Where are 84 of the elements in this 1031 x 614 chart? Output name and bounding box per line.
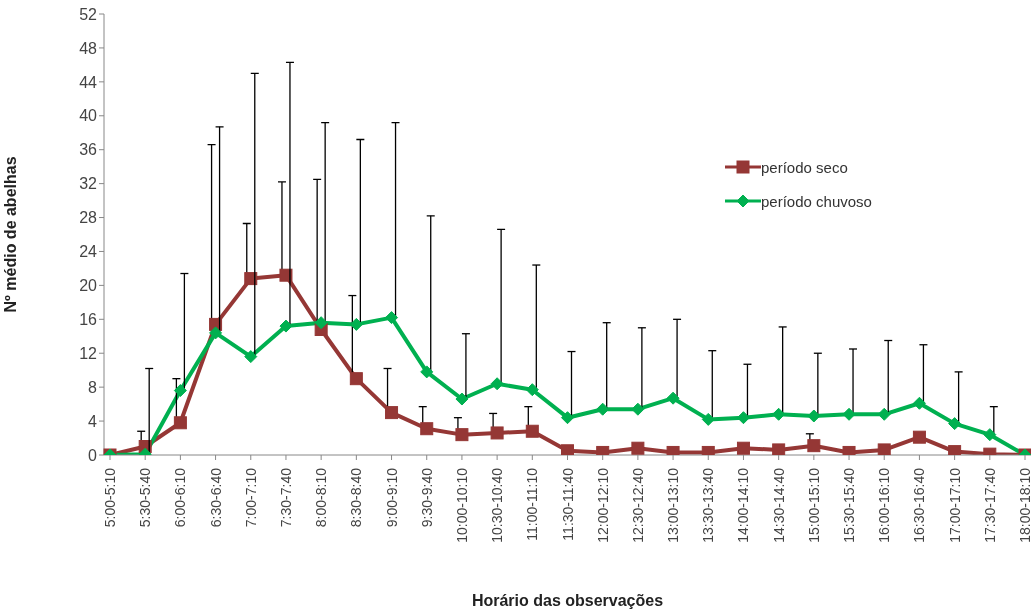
x-tick-label: 12:00-12:10 — [594, 467, 611, 543]
x-tick-label: 9:30-9:40 — [418, 467, 435, 528]
y-tick-label: 8 — [88, 378, 98, 396]
point — [912, 430, 926, 444]
x-tick-label: 6:30-6:40 — [207, 467, 224, 528]
x-tick-label: 5:00-5:10 — [102, 467, 118, 528]
point — [279, 319, 293, 333]
x-tick-label: 5:30-5:40 — [137, 467, 154, 528]
y-tick-label: 48 — [79, 39, 98, 57]
point — [948, 417, 962, 431]
legend-label: período seco — [761, 158, 848, 176]
y-tick-label: 40 — [79, 107, 98, 125]
x-tick-label: 7:00-7:10 — [242, 467, 259, 528]
point — [490, 377, 504, 391]
x-tick-label: 10:30-10:40 — [489, 467, 506, 543]
point — [490, 426, 504, 440]
y-tick-label: 32 — [79, 175, 98, 193]
point — [349, 372, 363, 386]
x-tick-label: 13:30-13:40 — [700, 467, 717, 543]
y-tick-label: 28 — [79, 209, 98, 227]
y-tick-label: 44 — [79, 73, 98, 91]
legend-label: período chuvoso — [761, 192, 872, 210]
point — [877, 443, 891, 455]
point — [631, 402, 645, 416]
y-tick-label: 4 — [88, 412, 98, 430]
x-tick-label: 18:00-18:10 — [1017, 467, 1031, 543]
point — [736, 441, 750, 455]
y-tick-label: 16 — [79, 310, 98, 328]
x-tick-label: 16:30-16:40 — [911, 467, 928, 543]
x-tick-label: 7:30-7:40 — [277, 467, 294, 528]
point — [385, 406, 399, 420]
point — [561, 444, 574, 455]
y-tick-label: 52 — [79, 5, 98, 23]
point — [807, 409, 821, 423]
point — [173, 384, 187, 398]
point — [420, 422, 434, 436]
point — [455, 428, 469, 442]
x-tick-label: 11:30-11:40 — [559, 467, 576, 541]
point — [525, 424, 539, 438]
point — [173, 416, 187, 430]
point — [209, 326, 223, 340]
point — [772, 443, 786, 455]
x-tick-label: 8:00-8:10 — [313, 467, 330, 528]
point — [596, 402, 610, 416]
y-tick-label: 20 — [79, 277, 98, 295]
point — [385, 311, 399, 325]
y-tick-label: 12 — [79, 344, 98, 362]
x-tick-label: 9:00-9:10 — [383, 467, 400, 528]
x-tick-label: 15:00-15:10 — [805, 467, 822, 543]
point — [948, 445, 962, 455]
x-axis-title: Horário das observações — [471, 592, 664, 609]
x-tick-label: 16:00-16:10 — [876, 467, 893, 543]
point — [349, 317, 363, 331]
y-tick-label: 36 — [79, 141, 98, 159]
point — [772, 407, 786, 421]
x-tick-label: 13:00-13:10 — [665, 467, 682, 543]
point — [420, 365, 434, 379]
x-tick-label: 14:30-14:40 — [770, 467, 787, 543]
x-tick-label: 8:30-8:40 — [348, 467, 365, 528]
point — [983, 428, 997, 442]
x-tick-label: 17:30-17:40 — [981, 467, 998, 543]
point — [807, 439, 821, 453]
x-tick-label: 15:30-15:40 — [841, 467, 858, 543]
point — [455, 392, 469, 406]
x-tick-label: 11:00-11:10 — [524, 467, 541, 541]
x-tick-label: 17:00-17:10 — [946, 467, 963, 543]
point — [244, 272, 258, 286]
point — [525, 383, 539, 397]
x-tick-label: 10:00-10:10 — [453, 467, 470, 543]
point — [244, 350, 258, 364]
x-tick-label: 14:00-14:10 — [735, 467, 752, 543]
point — [842, 407, 856, 421]
x-tick-label: 12:30-12:40 — [629, 467, 646, 543]
point — [666, 391, 680, 405]
point — [631, 441, 645, 455]
point — [701, 412, 715, 426]
point — [561, 411, 574, 425]
point — [912, 396, 926, 410]
point — [314, 316, 328, 330]
x-tick-label: 6:00-6:10 — [172, 467, 189, 528]
point — [877, 407, 891, 421]
y-axis-title: Nº médio de abelhas — [1, 156, 19, 313]
y-tick-label: 0 — [88, 446, 98, 464]
y-tick-label: 24 — [79, 243, 98, 261]
